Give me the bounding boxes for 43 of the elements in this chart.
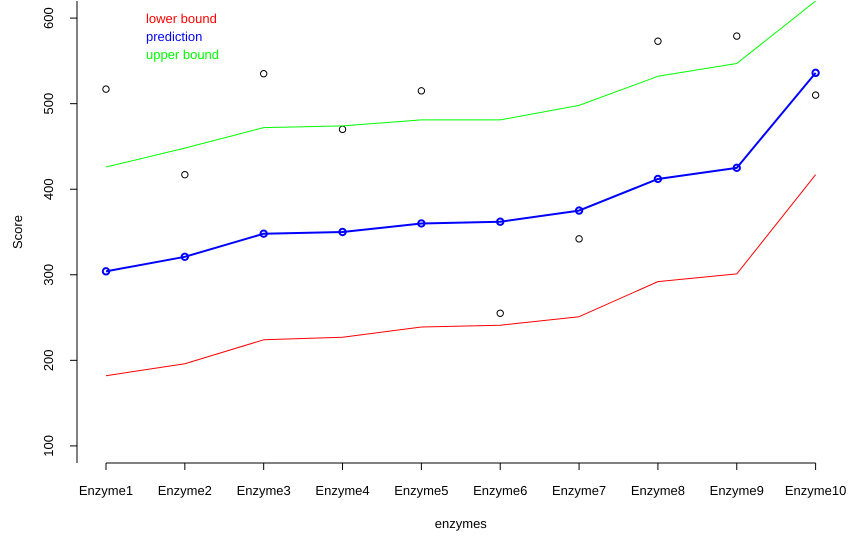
- x-tick-label: Enzyme6: [473, 483, 528, 498]
- text: lower bound: [146, 11, 217, 26]
- point: [733, 32, 740, 40]
- text: upper bound: [146, 47, 220, 62]
- x-tick-label: Enzyme5: [394, 483, 448, 498]
- y-axis-title: Score: [10, 215, 25, 249]
- x-tick-label: Enzyme2: [158, 483, 212, 498]
- point: [811, 68, 820, 78]
- point: [496, 218, 504, 226]
- point: [574, 206, 584, 215]
- x-axis-title: enzymes: [434, 516, 488, 531]
- y-tick-label: 500: [41, 92, 56, 115]
- y-tick-label: 200: [41, 349, 56, 372]
- x-tick-label: Enzyme10: [784, 483, 846, 498]
- point: [180, 252, 190, 262]
- line-series: [105, 174, 816, 376]
- point: [418, 87, 426, 95]
- point: [102, 267, 110, 276]
- point: [259, 230, 268, 238]
- x-tick-label: Enzyme1: [78, 483, 134, 498]
- y-tick-label: 400: [41, 178, 56, 200]
- y-tick-label: 300: [41, 264, 56, 286]
- x-tick-label: Enzyme8: [630, 483, 686, 498]
- point: [417, 219, 426, 228]
- point: [181, 170, 189, 178]
- line-series: [105, 1, 816, 168]
- y-tick-label: 100: [41, 435, 56, 457]
- x-tick-label: Enzyme7: [552, 483, 606, 498]
- x-tick-label: Enzyme4: [315, 483, 370, 498]
- point: [654, 38, 662, 45]
- point: [812, 91, 820, 99]
- point: [732, 164, 741, 172]
- point: [260, 70, 268, 78]
- text: prediction: [146, 29, 202, 44]
- point: [338, 126, 346, 134]
- point: [102, 85, 110, 93]
- y-tick-label: 600: [41, 7, 56, 29]
- x-tick-label: Enzyme3: [236, 483, 291, 498]
- point: [654, 174, 662, 184]
- x-tick-label: Enzyme9: [710, 483, 764, 498]
- point: [496, 310, 504, 317]
- point: [575, 235, 583, 243]
- point: [338, 228, 347, 236]
